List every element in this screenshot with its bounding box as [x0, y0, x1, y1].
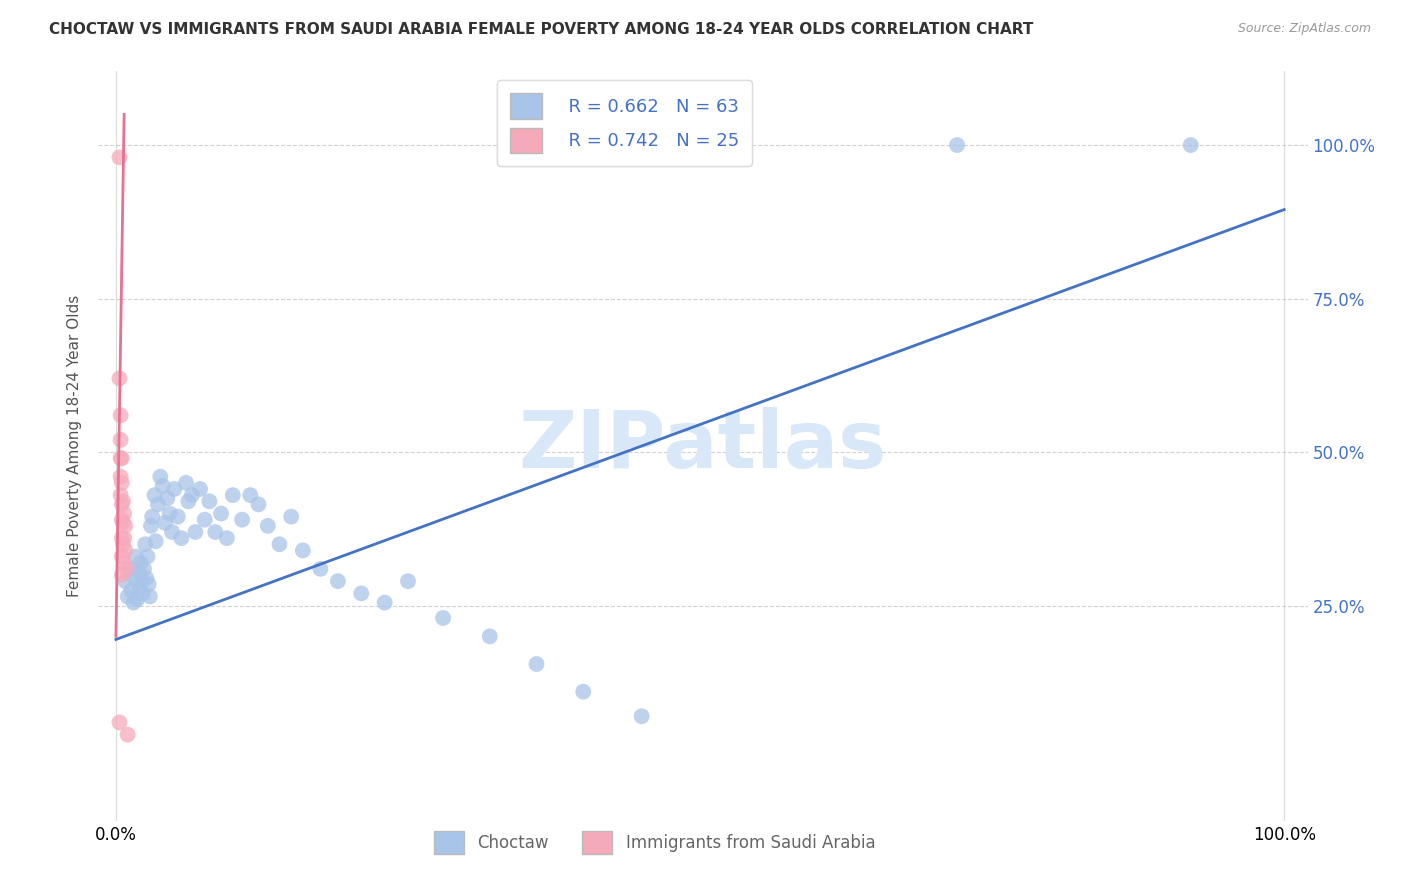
Legend: Choctaw, Immigrants from Saudi Arabia: Choctaw, Immigrants from Saudi Arabia: [427, 824, 882, 861]
Point: [127, 565, 149, 579]
Point: [149, 469, 172, 483]
Point: [139, 590, 162, 604]
Point: [110, 409, 132, 423]
Point: [374, 596, 396, 610]
Point: [478, 629, 501, 643]
Point: [174, 475, 197, 490]
Point: [152, 479, 174, 493]
Point: [122, 596, 145, 610]
Point: [114, 519, 136, 533]
Point: [132, 586, 155, 600]
Point: [139, 519, 162, 533]
Point: [309, 562, 332, 576]
Y-axis label: Female Poverty Among 18-24 Year Olds: Female Poverty Among 18-24 Year Olds: [67, 295, 83, 597]
Point: [118, 562, 141, 576]
Point: [432, 611, 454, 625]
Point: [117, 590, 139, 604]
Point: [111, 516, 134, 530]
Point: [110, 433, 132, 447]
Point: [111, 513, 134, 527]
Point: [350, 586, 373, 600]
Point: [170, 531, 193, 545]
Point: [132, 562, 155, 576]
Point: [209, 507, 232, 521]
Point: [120, 583, 142, 598]
Point: [108, 371, 131, 385]
Point: [222, 488, 245, 502]
Point: [111, 475, 134, 490]
Point: [111, 494, 134, 508]
Point: [247, 497, 270, 511]
Point: [134, 537, 156, 551]
Point: [143, 488, 166, 502]
Point: [111, 451, 134, 466]
Point: [111, 537, 134, 551]
Point: [572, 684, 595, 698]
Point: [156, 491, 179, 506]
Text: ZIPatlas: ZIPatlas: [519, 407, 887, 485]
Point: [159, 507, 181, 521]
Point: [215, 531, 238, 545]
Point: [188, 482, 211, 496]
Point: [177, 494, 200, 508]
Point: [129, 556, 152, 570]
Text: Source: ZipAtlas.com: Source: ZipAtlas.com: [1237, 22, 1371, 36]
Point: [231, 513, 253, 527]
Point: [526, 657, 548, 671]
Point: [204, 524, 226, 539]
Point: [146, 497, 169, 511]
Point: [138, 577, 160, 591]
Point: [110, 451, 132, 466]
Point: [111, 549, 134, 564]
Point: [111, 531, 134, 545]
Point: [946, 138, 969, 153]
Point: [280, 509, 302, 524]
Point: [125, 549, 148, 564]
Point: [135, 571, 157, 585]
Point: [131, 574, 153, 588]
Text: CHOCTAW VS IMMIGRANTS FROM SAUDI ARABIA FEMALE POVERTY AMONG 18-24 YEAR OLDS COR: CHOCTAW VS IMMIGRANTS FROM SAUDI ARABIA …: [49, 22, 1033, 37]
Point: [110, 488, 132, 502]
Point: [110, 469, 132, 483]
Point: [153, 516, 176, 530]
Point: [163, 482, 186, 496]
Point: [108, 150, 131, 164]
Point: [114, 574, 136, 588]
Point: [145, 534, 167, 549]
Point: [128, 580, 150, 594]
Point: [112, 531, 135, 545]
Point: [167, 509, 190, 524]
Point: [160, 524, 183, 539]
Point: [239, 488, 262, 502]
Point: [198, 494, 221, 508]
Point: [111, 497, 134, 511]
Point: [291, 543, 314, 558]
Point: [115, 562, 138, 576]
Point: [114, 543, 136, 558]
Point: [396, 574, 419, 588]
Point: [256, 519, 278, 533]
Point: [269, 537, 291, 551]
Point: [112, 556, 135, 570]
Point: [326, 574, 349, 588]
Point: [124, 571, 146, 585]
Point: [180, 488, 202, 502]
Point: [117, 728, 139, 742]
Point: [184, 524, 207, 539]
Point: [141, 509, 163, 524]
Point: [1180, 138, 1202, 153]
Point: [630, 709, 652, 723]
Point: [125, 592, 148, 607]
Point: [111, 568, 134, 582]
Point: [136, 549, 159, 564]
Point: [112, 507, 135, 521]
Point: [108, 715, 131, 730]
Point: [194, 513, 217, 527]
